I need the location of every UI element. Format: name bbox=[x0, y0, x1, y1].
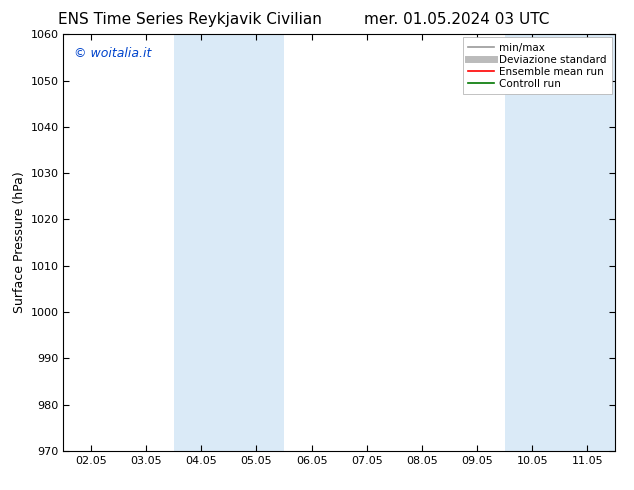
Y-axis label: Surface Pressure (hPa): Surface Pressure (hPa) bbox=[13, 172, 26, 314]
Bar bbox=[505, 34, 615, 451]
Text: mer. 01.05.2024 03 UTC: mer. 01.05.2024 03 UTC bbox=[364, 12, 549, 27]
Text: © woitalia.it: © woitalia.it bbox=[74, 47, 152, 60]
Bar bbox=[174, 34, 284, 451]
Legend: min/max, Deviazione standard, Ensemble mean run, Controll run: min/max, Deviazione standard, Ensemble m… bbox=[463, 37, 612, 94]
Text: ENS Time Series Reykjavik Civilian: ENS Time Series Reykjavik Civilian bbox=[58, 12, 322, 27]
